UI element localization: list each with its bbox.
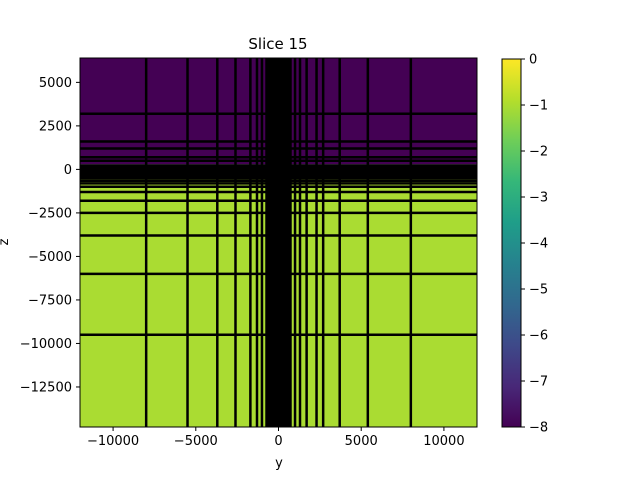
colorbar-tick-label: −7 <box>529 375 548 390</box>
y-tick-label: −10000 <box>20 337 72 352</box>
colorbar-tick-label: −6 <box>529 329 548 344</box>
dense-grid-band <box>265 58 292 427</box>
y-tick-label: −5000 <box>28 250 72 265</box>
y-tick-label: −7500 <box>28 293 72 308</box>
colorbar-tick-label: −4 <box>529 237 548 252</box>
colorbar-tick-label: −1 <box>529 99 548 114</box>
colorbar-tick-label: −8 <box>529 421 548 436</box>
y-axis: 5000 2500 0 −2500 −5000 −7500 −10000 −12500 <box>20 76 80 395</box>
y-tick-label: 5000 <box>39 76 72 91</box>
y-tick-label: −12500 <box>20 380 72 395</box>
x-tick-label: −5000 <box>174 434 218 449</box>
x-axis-label: y <box>275 456 283 471</box>
x-tick-label: 10000 <box>423 434 464 449</box>
x-axis: −10000 −5000 0 5000 10000 <box>87 427 465 449</box>
colorbar-tick-label: −3 <box>529 191 548 206</box>
y-tick-label: −2500 <box>28 206 72 221</box>
x-tick-label: 0 <box>274 434 282 449</box>
colorbar: 0 −1 −2 −3 −4 −5 −6 −7 −8 <box>501 53 548 436</box>
colorbar-tick-label: −2 <box>529 145 548 160</box>
colorbar-tick-label: −5 <box>529 283 548 298</box>
colorbar-tick-label: 0 <box>529 53 537 68</box>
colorbar-gradient <box>502 59 521 427</box>
y-tick-label: 0 <box>64 163 72 178</box>
y-tick-label: 2500 <box>39 119 72 134</box>
plot-area <box>80 58 477 427</box>
x-tick-label: −10000 <box>87 434 139 449</box>
y-axis-label: z <box>0 238 12 245</box>
chart-title: Slice 15 <box>248 35 307 53</box>
x-tick-label: 5000 <box>345 434 378 449</box>
